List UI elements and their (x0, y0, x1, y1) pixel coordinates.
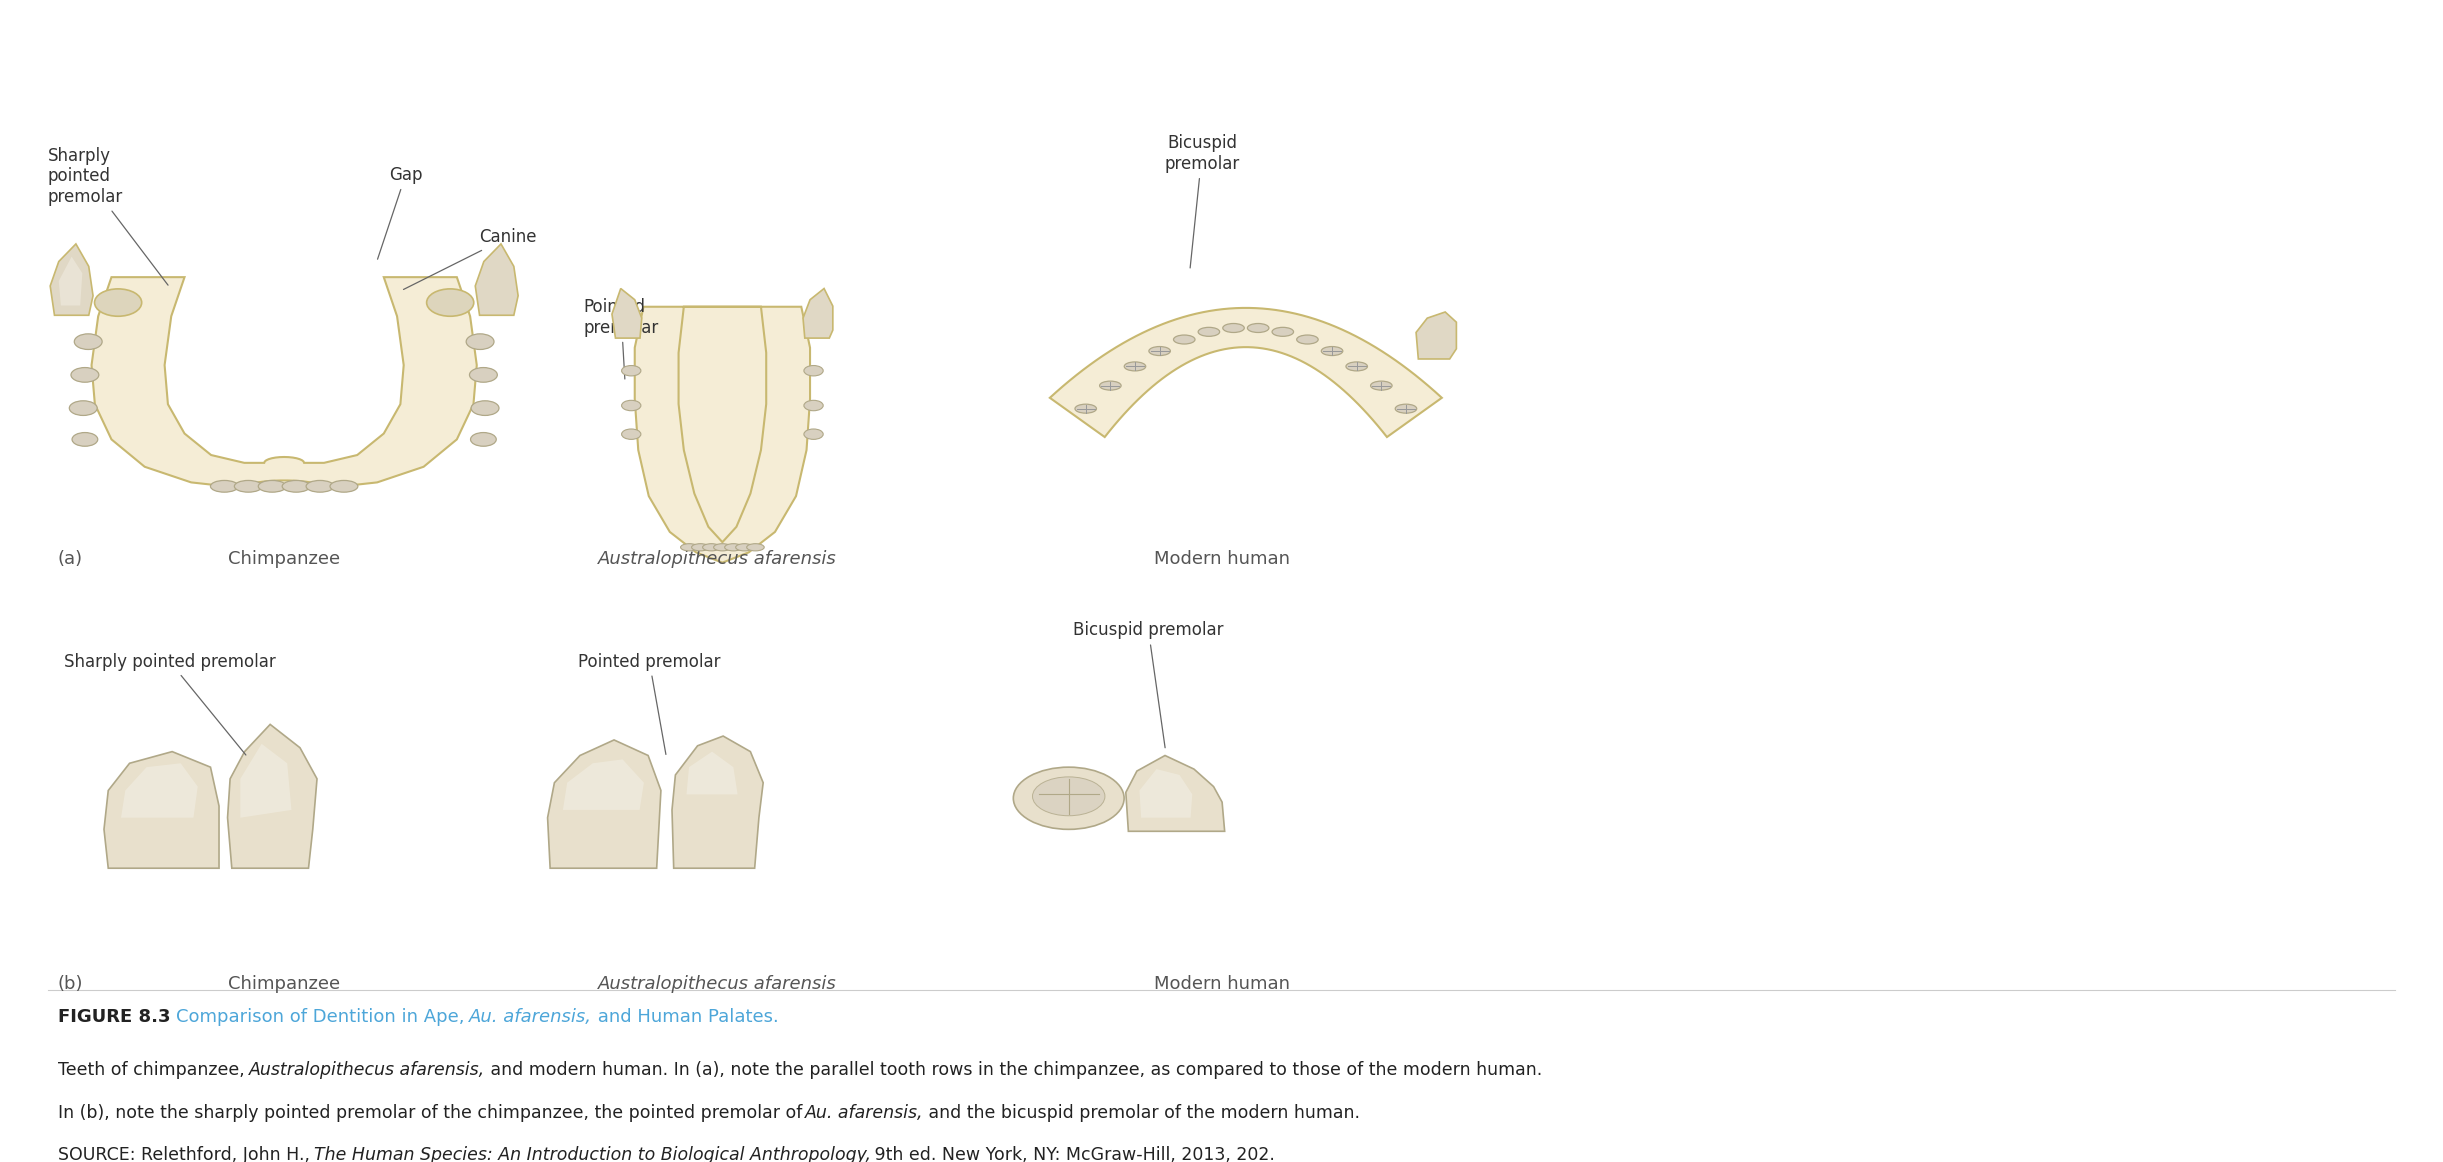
Text: Au. afarensis,: Au. afarensis, (469, 1009, 591, 1026)
Text: Chimpanzee: Chimpanzee (227, 551, 340, 568)
Ellipse shape (804, 366, 823, 376)
Ellipse shape (1075, 404, 1097, 414)
Polygon shape (635, 307, 811, 562)
Ellipse shape (95, 289, 142, 316)
Ellipse shape (682, 544, 699, 551)
Ellipse shape (471, 401, 498, 416)
Ellipse shape (691, 544, 708, 551)
Polygon shape (804, 288, 833, 338)
Text: 9th ed. New York, NY: McGraw-Hill, 2013, 202.: 9th ed. New York, NY: McGraw-Hill, 2013,… (870, 1146, 1275, 1162)
Text: Australopithecus afarensis: Australopithecus afarensis (599, 551, 838, 568)
Ellipse shape (1124, 361, 1146, 371)
Ellipse shape (471, 432, 496, 446)
Polygon shape (547, 740, 662, 868)
Text: Sharply
pointed
premolar: Sharply pointed premolar (49, 146, 169, 285)
Ellipse shape (467, 333, 493, 350)
Polygon shape (51, 244, 93, 315)
Polygon shape (1417, 311, 1456, 359)
Polygon shape (672, 736, 762, 868)
Text: SOURCE: Relethford, John H.,: SOURCE: Relethford, John H., (59, 1146, 315, 1162)
Polygon shape (239, 744, 291, 818)
Polygon shape (562, 760, 645, 810)
Text: Bicuspid
premolar: Bicuspid premolar (1165, 134, 1239, 268)
Text: Teeth of chimpanzee,: Teeth of chimpanzee, (59, 1061, 249, 1079)
Polygon shape (59, 257, 83, 306)
Ellipse shape (726, 544, 743, 551)
Ellipse shape (621, 401, 640, 410)
Text: and Human Palates.: and Human Palates. (591, 1009, 779, 1026)
Text: Bicuspid premolar: Bicuspid premolar (1072, 622, 1224, 748)
Ellipse shape (235, 480, 261, 493)
Text: Pointed
premolar: Pointed premolar (584, 297, 660, 379)
Ellipse shape (305, 480, 335, 493)
Polygon shape (227, 724, 318, 868)
Polygon shape (1138, 769, 1192, 818)
Ellipse shape (748, 544, 765, 551)
Polygon shape (122, 763, 198, 818)
Ellipse shape (1322, 346, 1344, 356)
Ellipse shape (713, 544, 730, 551)
Text: Gap: Gap (379, 166, 423, 259)
Ellipse shape (1197, 328, 1219, 336)
Text: and the bicuspid premolar of the modern human.: and the bicuspid premolar of the modern … (923, 1104, 1361, 1121)
Ellipse shape (1273, 328, 1292, 336)
Ellipse shape (1099, 381, 1121, 390)
Ellipse shape (210, 480, 239, 493)
Text: Modern human: Modern human (1153, 975, 1290, 992)
Ellipse shape (804, 429, 823, 439)
Ellipse shape (1014, 767, 1124, 830)
Polygon shape (686, 752, 738, 795)
Ellipse shape (1346, 361, 1368, 371)
Text: Comparison of Dentition in Ape,: Comparison of Dentition in Ape, (176, 1009, 471, 1026)
Ellipse shape (1297, 335, 1319, 344)
Text: The Human Species: An Introduction to Biological Anthropology,: The Human Species: An Introduction to Bi… (315, 1146, 872, 1162)
Text: (a): (a) (59, 551, 83, 568)
Ellipse shape (469, 367, 498, 382)
Polygon shape (1126, 755, 1224, 831)
Ellipse shape (71, 367, 98, 382)
Ellipse shape (1371, 381, 1393, 390)
Polygon shape (611, 288, 643, 338)
Ellipse shape (283, 480, 310, 493)
Polygon shape (105, 752, 220, 868)
Text: Modern human: Modern human (1153, 551, 1290, 568)
Polygon shape (90, 278, 476, 488)
Ellipse shape (1148, 346, 1170, 356)
Ellipse shape (1395, 404, 1417, 414)
Polygon shape (476, 244, 518, 315)
Text: Chimpanzee: Chimpanzee (227, 975, 340, 992)
Ellipse shape (1248, 323, 1268, 332)
Ellipse shape (428, 289, 474, 316)
Text: (b): (b) (59, 975, 83, 992)
Text: Pointed premolar: Pointed premolar (579, 653, 721, 754)
Ellipse shape (73, 333, 103, 350)
Ellipse shape (1224, 323, 1243, 332)
Ellipse shape (735, 544, 752, 551)
Ellipse shape (1173, 335, 1195, 344)
Ellipse shape (621, 366, 640, 376)
Ellipse shape (71, 432, 98, 446)
Polygon shape (1050, 308, 1441, 437)
Ellipse shape (259, 480, 286, 493)
Ellipse shape (68, 401, 98, 416)
Text: FIGURE 8.3: FIGURE 8.3 (59, 1009, 176, 1026)
Text: In (b), note the sharply pointed premolar of the chimpanzee, the pointed premola: In (b), note the sharply pointed premola… (59, 1104, 809, 1121)
Text: Canine: Canine (403, 229, 537, 289)
Text: and modern human. In (a), note the parallel tooth rows in the chimpanzee, as com: and modern human. In (a), note the paral… (484, 1061, 1542, 1079)
Ellipse shape (704, 544, 721, 551)
Text: Au. afarensis,: Au. afarensis, (806, 1104, 923, 1121)
Ellipse shape (330, 480, 357, 493)
Text: Australopithecus afarensis: Australopithecus afarensis (599, 975, 838, 992)
Ellipse shape (621, 429, 640, 439)
Ellipse shape (804, 401, 823, 410)
Ellipse shape (1033, 777, 1104, 816)
Text: Sharply pointed premolar: Sharply pointed premolar (64, 653, 276, 755)
Text: Australopithecus afarensis,: Australopithecus afarensis, (249, 1061, 486, 1079)
